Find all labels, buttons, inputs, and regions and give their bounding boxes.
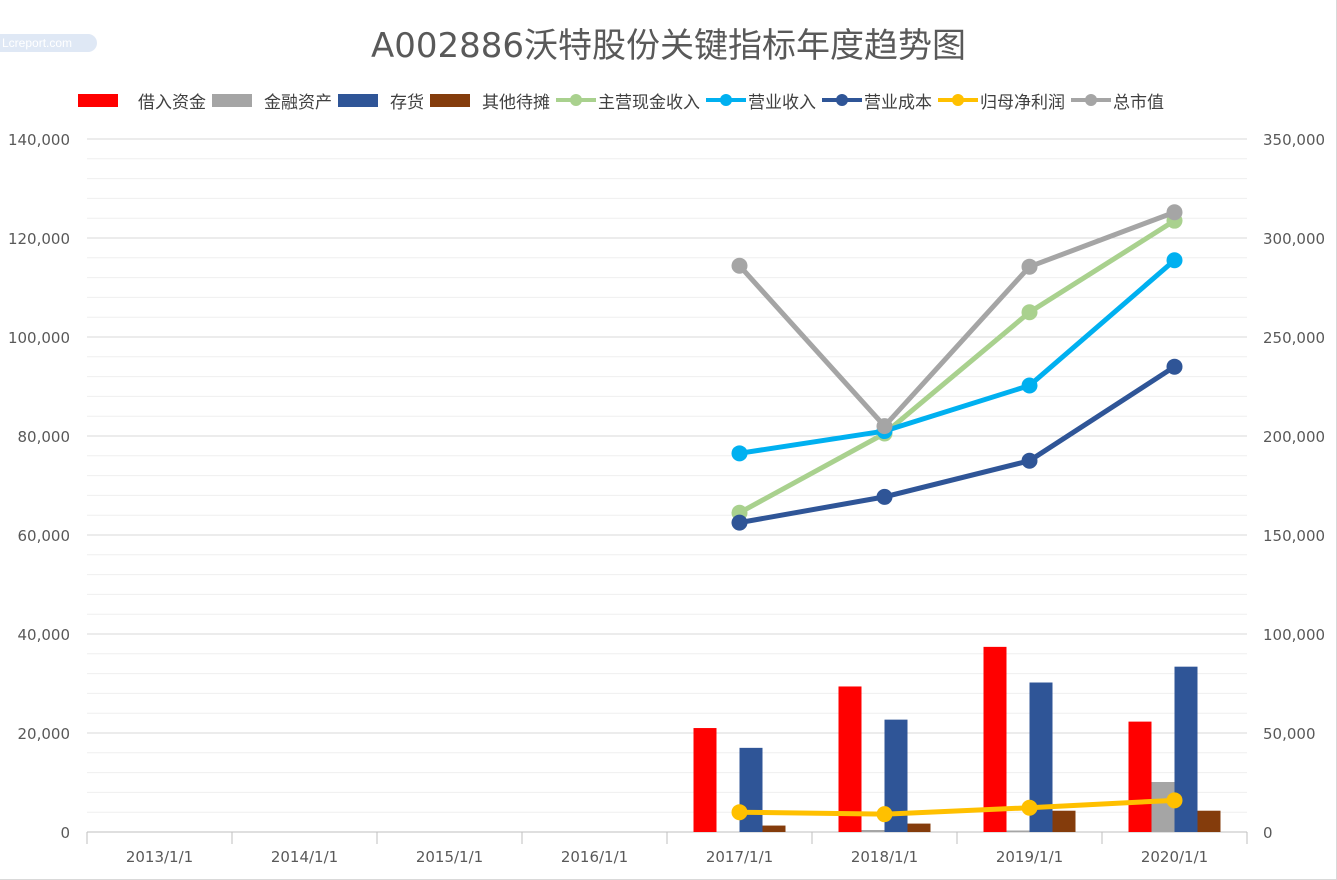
legend-swatch xyxy=(338,93,378,107)
bar xyxy=(1052,810,1076,832)
y-right-tick-label: 50,000 xyxy=(1263,725,1316,743)
x-tick-label: 2015/1/1 xyxy=(416,848,483,866)
legend-label: 其他待摊 xyxy=(482,92,550,113)
x-tick-label: 2019/1/1 xyxy=(996,848,1063,866)
series-line xyxy=(737,218,1177,516)
y-right-tick-label: 0 xyxy=(1263,824,1273,842)
legend-item-financial-assets: 金融资产 xyxy=(212,88,332,113)
data-point xyxy=(1021,452,1038,469)
y-left-tick-label: 0 xyxy=(60,824,70,842)
bar xyxy=(1006,830,1030,832)
x-tick-label: 2020/1/1 xyxy=(1141,848,1208,866)
legend-swatch xyxy=(822,90,862,110)
watermark: Lcreport.com xyxy=(0,34,97,52)
legend-label: 借入资金 xyxy=(138,92,206,113)
legend-item-other-prepaid: 其他待摊 xyxy=(430,88,550,113)
legend-label: 总市值 xyxy=(1113,92,1164,113)
bar xyxy=(861,830,885,832)
legend-item-main-cash-income: 主营现金收入 xyxy=(556,88,700,113)
legend-item-inventory: 存货 xyxy=(338,88,424,113)
legend-item-borrowed-funds: 借入资金 xyxy=(78,88,206,113)
data-point xyxy=(731,445,748,462)
x-tick-label: 2017/1/1 xyxy=(706,848,773,866)
y-left-tick-label: 20,000 xyxy=(18,725,71,743)
legend-item-market-cap: 总市值 xyxy=(1071,88,1164,113)
series-line xyxy=(737,797,1177,817)
y-right-tick-label: 300,000 xyxy=(1263,230,1325,248)
legend-item-revenue: 营业收入 xyxy=(706,88,816,113)
legend-swatch xyxy=(430,93,470,107)
data-point xyxy=(1166,792,1183,809)
bar xyxy=(884,719,908,832)
data-point xyxy=(1166,358,1183,375)
x-tick-label: 2016/1/1 xyxy=(561,848,628,866)
legend-swatch xyxy=(706,90,746,110)
y-left-tick-label: 120,000 xyxy=(8,230,70,248)
x-tick-label: 2013/1/1 xyxy=(126,848,193,866)
series-line xyxy=(737,209,1177,429)
legend-swatch xyxy=(556,90,596,110)
legend-swatch xyxy=(938,90,978,110)
legend-swatch xyxy=(1071,90,1111,110)
bar xyxy=(1029,682,1053,832)
bar xyxy=(1197,810,1221,832)
y-left-tick-label: 80,000 xyxy=(18,428,71,446)
data-point xyxy=(1021,377,1038,394)
y-right-tick-label: 200,000 xyxy=(1263,428,1325,446)
y-right-tick-label: 250,000 xyxy=(1263,329,1325,347)
data-point xyxy=(876,488,893,505)
legend-label: 存货 xyxy=(390,92,424,113)
data-point xyxy=(731,257,748,274)
y-right-tick-label: 100,000 xyxy=(1263,626,1325,644)
bar xyxy=(983,646,1007,832)
y-left-tick-label: 100,000 xyxy=(8,329,70,347)
chart-title: A002886沃特股份关键指标年度趋势图 xyxy=(370,26,967,66)
x-tick-label: 2014/1/1 xyxy=(271,848,338,866)
data-point xyxy=(731,514,748,531)
data-point xyxy=(1021,304,1038,321)
data-point xyxy=(876,806,893,823)
data-point xyxy=(1166,252,1183,269)
y-right-tick-label: 350,000 xyxy=(1263,131,1325,149)
legend-label: 归母净利润 xyxy=(980,92,1065,113)
y-left-tick-label: 40,000 xyxy=(18,626,71,644)
legend-label: 营业收入 xyxy=(748,92,816,113)
legend-swatch xyxy=(212,93,252,107)
y-left-tick-label: 60,000 xyxy=(18,527,71,545)
data-point xyxy=(1021,799,1038,816)
y-left-tick-label: 140,000 xyxy=(8,131,70,149)
data-point xyxy=(1021,258,1038,275)
bar xyxy=(1174,666,1198,832)
series-line xyxy=(737,257,1177,456)
series-line xyxy=(737,364,1177,526)
data-point xyxy=(876,418,893,435)
bar xyxy=(762,825,786,832)
legend-item-net-profit: 归母净利润 xyxy=(938,88,1065,113)
bar xyxy=(1151,782,1175,832)
data-point xyxy=(1166,204,1183,221)
legend-swatch xyxy=(78,93,118,107)
legend: 借入资金 金融资产 存货 其他待摊 主营现金收入 营业收入 营业成本 归母净利润… xyxy=(78,88,1170,113)
bar xyxy=(1128,721,1152,832)
legend-label: 营业成本 xyxy=(864,92,932,113)
bar xyxy=(907,823,931,832)
data-point xyxy=(731,804,748,821)
x-tick-label: 2018/1/1 xyxy=(851,848,918,866)
y-right-tick-label: 150,000 xyxy=(1263,527,1325,545)
bar xyxy=(693,728,717,832)
legend-label: 金融资产 xyxy=(264,92,332,113)
bar xyxy=(838,686,862,832)
legend-item-operating-cost: 营业成本 xyxy=(822,88,932,113)
legend-label: 主营现金收入 xyxy=(598,92,700,113)
